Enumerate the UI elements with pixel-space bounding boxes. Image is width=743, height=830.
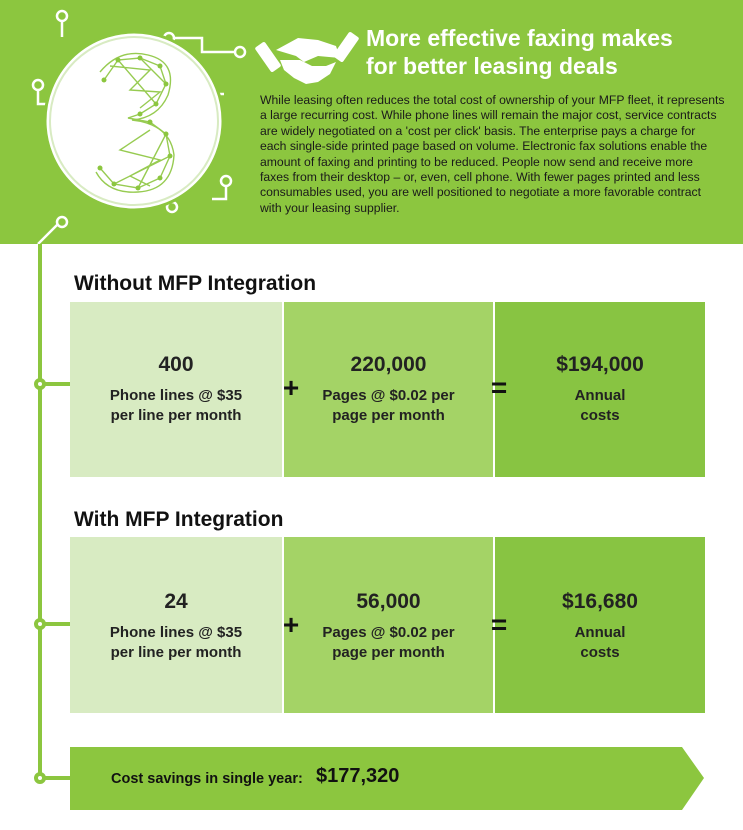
with-equals-sign: = <box>490 609 508 640</box>
without-pages-value: 220,000 <box>350 353 427 376</box>
handshake-icon <box>255 32 359 84</box>
with-lines-desc: Phone lines @ $35 per line per month <box>109 624 243 661</box>
with-pages-value: 56,000 <box>356 590 421 613</box>
with-phone-lines-box: 24 Phone lines @ $35 per line per month <box>70 537 282 713</box>
without-pages-desc: Pages @ $0.02 per page per month <box>322 387 455 424</box>
savings-label: Cost savings in single year: <box>111 771 303 787</box>
without-lines-value: 400 <box>158 353 194 376</box>
without-pages-box: 220,000 Pages @ $0.02 per page per month <box>284 302 493 477</box>
with-cost-desc: Annual costs <box>574 624 626 661</box>
without-cost-desc: Annual costs <box>574 387 626 424</box>
with-pages-box: 56,000 Pages @ $0.02 per page per month <box>284 537 493 713</box>
with-heading: With MFP Integration <box>74 508 284 531</box>
with-plus-sign: + <box>282 609 300 640</box>
with-cost-box: $16,680 Annual costs <box>495 537 705 713</box>
without-cost-value: $194,000 <box>556 353 644 376</box>
without-phone-lines-box: 400 Phone lines @ $35 per line per month <box>70 302 282 477</box>
with-lines-value: 24 <box>164 590 188 613</box>
without-lines-desc: Phone lines @ $35 per line per month <box>109 387 243 424</box>
intro-paragraph: While leasing often reduces the total co… <box>260 93 725 215</box>
without-cost-box: $194,000 Annual costs <box>495 302 705 477</box>
with-pages-desc: Pages @ $0.02 per page per month <box>322 624 455 661</box>
with-cost-value: $16,680 <box>562 590 638 613</box>
savings-value: $177,320 <box>316 765 400 787</box>
without-equals-sign: = <box>490 372 508 403</box>
without-heading: Without MFP Integration <box>74 272 317 295</box>
without-plus-sign: + <box>282 372 300 403</box>
page-title: More effective faxing makes for better l… <box>366 25 673 79</box>
savings-banner <box>70 747 704 810</box>
number-three-network-icon <box>95 52 175 193</box>
